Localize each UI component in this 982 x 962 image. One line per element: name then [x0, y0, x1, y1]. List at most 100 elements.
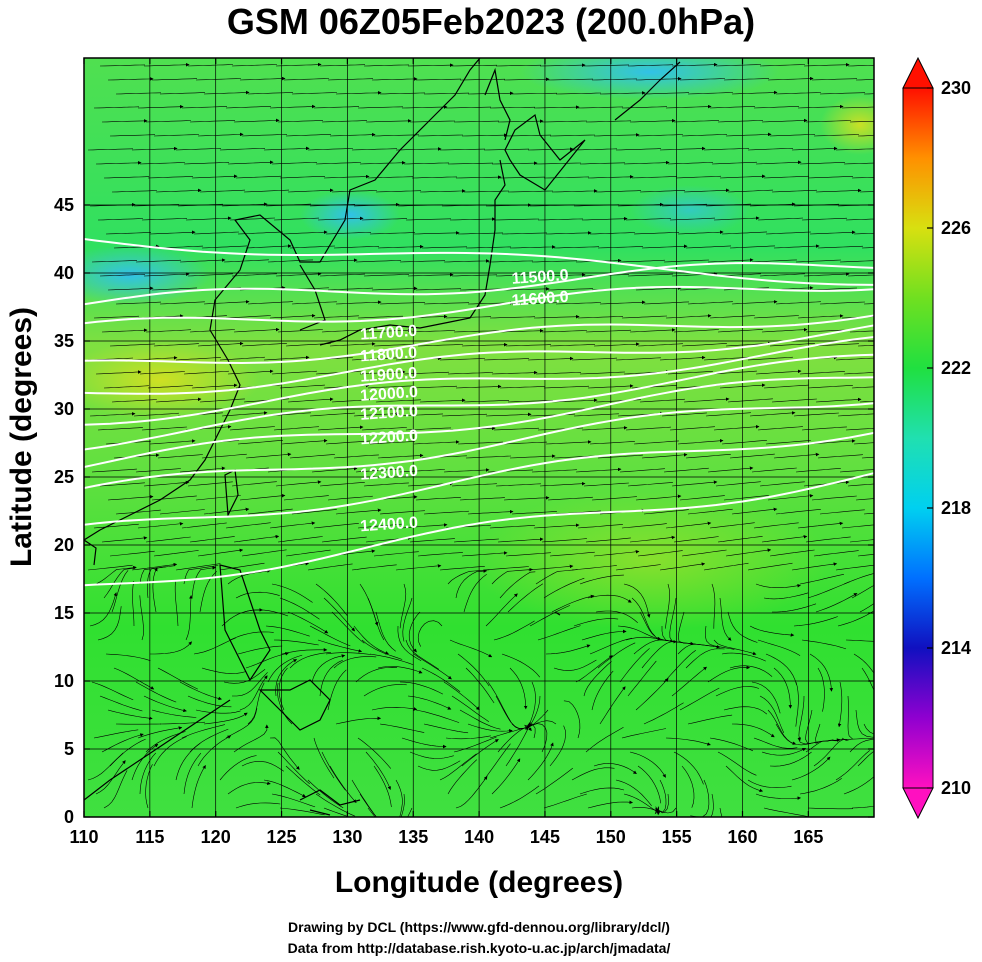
streamline [543, 176, 590, 179]
streamline [146, 566, 167, 599]
streamline [150, 641, 193, 655]
streamline [99, 695, 143, 712]
streamline [109, 550, 155, 557]
streamline [175, 357, 221, 361]
streamline [323, 597, 355, 632]
streamline [499, 785, 540, 809]
streamline [357, 106, 404, 109]
streamline [527, 147, 574, 151]
streamline [455, 776, 488, 809]
streamline [629, 535, 676, 543]
streamline [233, 327, 280, 333]
streamline [145, 764, 153, 809]
streamline [753, 522, 799, 529]
streamline [581, 216, 628, 221]
streamline [761, 118, 808, 123]
streamline [499, 386, 546, 389]
streamline [813, 550, 859, 557]
streamline [277, 536, 323, 543]
streamline [181, 106, 228, 109]
streamline [863, 303, 874, 305]
streamline [333, 246, 380, 249]
streamline [189, 536, 235, 543]
streamline [585, 537, 631, 543]
streamline [309, 625, 351, 647]
streamline [845, 639, 874, 642]
streamline [845, 428, 874, 431]
streamline [511, 511, 557, 515]
streamline [329, 342, 376, 347]
streamline [497, 119, 544, 123]
streamline [839, 469, 874, 473]
streamline [709, 522, 755, 529]
streamline [555, 302, 602, 305]
streamline [135, 259, 182, 263]
streamline [151, 709, 197, 718]
streamline [267, 259, 314, 263]
streamline [501, 653, 541, 678]
streamline [619, 648, 650, 683]
streamline [93, 729, 139, 739]
streamline [453, 330, 500, 333]
streamline [539, 63, 586, 67]
streamline [815, 397, 862, 403]
streamline [369, 653, 414, 666]
streamline [667, 162, 714, 165]
streamline [627, 660, 657, 697]
streamline [863, 512, 874, 515]
streamline [847, 274, 874, 277]
streamline [279, 384, 325, 389]
streamline [201, 245, 248, 249]
streamline [615, 564, 661, 571]
streamline [355, 666, 398, 683]
streamline [351, 357, 398, 361]
streamline [287, 188, 334, 193]
streamline [671, 480, 718, 487]
streamline [159, 721, 206, 725]
streamline [715, 64, 762, 67]
streamline [271, 793, 316, 808]
streamline [665, 583, 670, 629]
streamline [281, 230, 328, 235]
streamline [315, 583, 348, 617]
streamline [805, 536, 851, 543]
streamline [187, 695, 232, 708]
streamline [615, 357, 661, 361]
x-tick-label: 115 [135, 827, 164, 847]
streamline [775, 301, 821, 305]
streamline [183, 162, 230, 165]
streamline [704, 625, 735, 650]
streamline [199, 189, 246, 193]
streamline [139, 752, 157, 795]
streamline [327, 78, 374, 81]
streamline [421, 246, 468, 249]
streamline [687, 714, 733, 725]
streamline [321, 536, 367, 543]
streamline [465, 667, 495, 704]
map-title: GSM 06Z05Feb2023 (200.0hPa) [226, 1, 756, 42]
streamline [263, 355, 310, 361]
streamline [331, 399, 377, 403]
streamline [795, 259, 842, 263]
streamline [279, 176, 326, 179]
streamline [543, 793, 587, 809]
streamline [673, 329, 719, 333]
streamline [402, 597, 413, 642]
streamline [585, 329, 632, 333]
streamline [101, 536, 148, 543]
streamline [181, 724, 225, 739]
streamline [89, 592, 118, 627]
streamline [813, 343, 859, 347]
streamline [377, 244, 424, 249]
streamline [505, 727, 529, 767]
y-tick-label: 5 [64, 739, 74, 759]
streamline [491, 758, 521, 795]
streamline [633, 440, 679, 445]
streamline [505, 344, 552, 347]
streamline [851, 177, 874, 179]
colorbar: 230 226 222 218 214 210 [902, 56, 971, 820]
streamline [627, 273, 674, 277]
streamline [851, 584, 874, 599]
streamline [721, 231, 768, 235]
